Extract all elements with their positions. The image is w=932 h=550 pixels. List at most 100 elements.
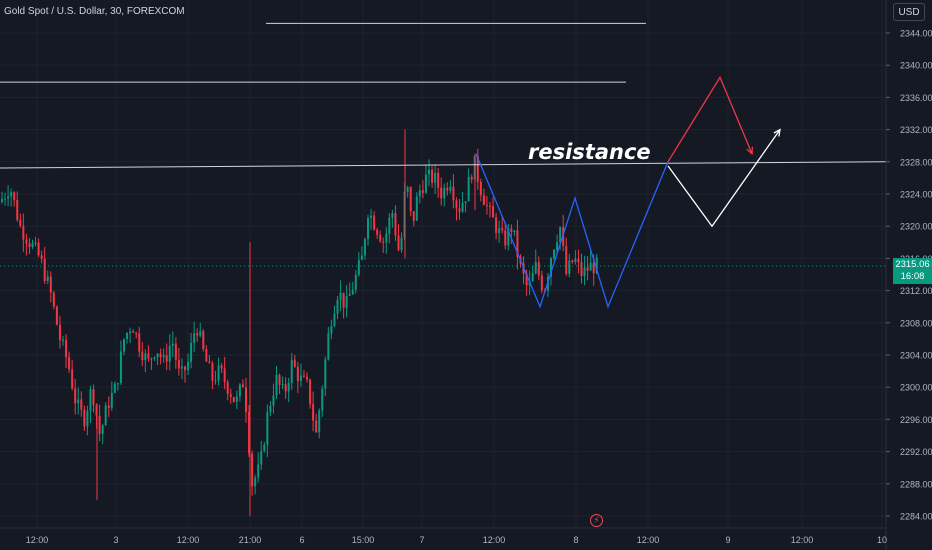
time-tick-label: 7 xyxy=(419,535,424,545)
candle-body xyxy=(126,332,129,340)
candle-body xyxy=(513,230,516,232)
candle-body xyxy=(345,295,348,308)
candle-body xyxy=(162,355,165,358)
bar-countdown: 16:08 xyxy=(900,271,925,282)
resistance-label[interactable]: resistance xyxy=(528,140,651,164)
candle-body xyxy=(13,192,16,201)
candle-body xyxy=(116,383,119,385)
candle-body xyxy=(446,187,449,191)
last-price-value: 2315.06 xyxy=(895,259,930,270)
time-tick-label: 6 xyxy=(299,535,304,545)
candle-body xyxy=(363,239,366,256)
time-tick-label: 8 xyxy=(573,535,578,545)
candle-body xyxy=(458,208,461,212)
candle-body xyxy=(281,384,284,386)
candle-body xyxy=(223,368,226,382)
candle-body xyxy=(40,255,43,259)
candle-body xyxy=(482,195,485,205)
time-axis[interactable]: 12:00 3 12:00 21:00 6 15:00 7 12:00 8 12:00 9 12:00… xyxy=(0,527,887,545)
candle-body xyxy=(428,169,430,175)
drawing-tools[interactable] xyxy=(0,22,887,309)
candle-body xyxy=(287,382,290,392)
candle-body xyxy=(370,215,373,218)
candle-body xyxy=(440,187,443,199)
candle-body xyxy=(284,384,287,392)
candle-body xyxy=(89,389,92,411)
symbol-title[interactable]: Gold Spot / U.S. Dollar, 30, FOREXCOM xyxy=(4,6,185,17)
white-projection-path xyxy=(667,129,781,228)
candle-body xyxy=(574,258,577,263)
candle-body xyxy=(132,331,135,333)
candle-body xyxy=(376,229,379,235)
price-tick-label: 2312.00 xyxy=(900,286,932,296)
candle-body xyxy=(168,345,171,362)
candle-body xyxy=(290,359,293,383)
candle-body xyxy=(275,375,278,396)
candle-body xyxy=(98,415,101,434)
candle-body xyxy=(52,292,55,307)
candle-body xyxy=(28,243,31,247)
time-tick-label: 3 xyxy=(113,535,118,545)
candle-body xyxy=(165,355,168,362)
candle-body xyxy=(589,262,592,271)
candle-body xyxy=(10,192,13,197)
blue-projection-path xyxy=(475,153,669,309)
candle-body xyxy=(1,198,3,203)
candle-body xyxy=(315,420,318,433)
candle-body xyxy=(379,234,382,242)
candle-body xyxy=(232,397,235,402)
white-arrowhead xyxy=(773,128,781,137)
candle-body xyxy=(4,198,7,200)
candle-body xyxy=(34,242,37,244)
candle-body xyxy=(110,392,113,408)
candle-body xyxy=(504,230,507,246)
currency-button[interactable]: USD xyxy=(893,3,925,21)
candle-body xyxy=(415,196,418,221)
candle-body xyxy=(147,353,150,359)
candle-body xyxy=(571,260,574,263)
price-tick-label: 2288.00 xyxy=(900,479,932,489)
candlestick-series xyxy=(0,129,886,516)
candle-body xyxy=(177,359,180,369)
candle-body xyxy=(510,228,513,232)
candle-body xyxy=(266,411,269,445)
candle-body xyxy=(531,273,534,282)
candle-body xyxy=(241,384,244,388)
candle-body xyxy=(452,186,455,201)
candle-body xyxy=(254,477,257,487)
candle-body xyxy=(62,339,64,341)
candle-body xyxy=(565,245,568,274)
candle-body xyxy=(263,444,266,451)
resistance-line xyxy=(0,161,887,169)
candle-body xyxy=(342,292,345,308)
candle-body xyxy=(302,375,305,377)
candle-body xyxy=(184,366,186,371)
candle-body xyxy=(196,333,199,336)
candle-body xyxy=(431,169,434,183)
candle-body xyxy=(595,257,598,274)
candle-body xyxy=(46,276,49,281)
candle-body xyxy=(537,262,540,276)
candle-body xyxy=(568,260,571,274)
candle-body xyxy=(83,409,86,427)
lightning-bolt-icon[interactable]: ⚡ xyxy=(590,514,603,527)
candle-body xyxy=(248,411,251,454)
grid-lines xyxy=(0,0,886,528)
price-tick-label: 2324.00 xyxy=(900,190,932,200)
candle-body xyxy=(22,225,25,240)
candle-body xyxy=(382,241,385,243)
candle-body xyxy=(205,349,208,362)
candle-body xyxy=(92,389,95,405)
candle-body xyxy=(119,351,122,384)
time-tick-label: 12:00 xyxy=(26,535,49,545)
candle-body xyxy=(397,235,400,251)
candle-body xyxy=(257,464,260,478)
candle-body xyxy=(229,393,232,398)
candle-body xyxy=(211,363,214,381)
candle-body xyxy=(129,331,132,333)
candle-body xyxy=(144,353,147,361)
candle-body xyxy=(193,333,196,344)
candle-body xyxy=(156,353,159,358)
candle-body xyxy=(489,205,491,207)
